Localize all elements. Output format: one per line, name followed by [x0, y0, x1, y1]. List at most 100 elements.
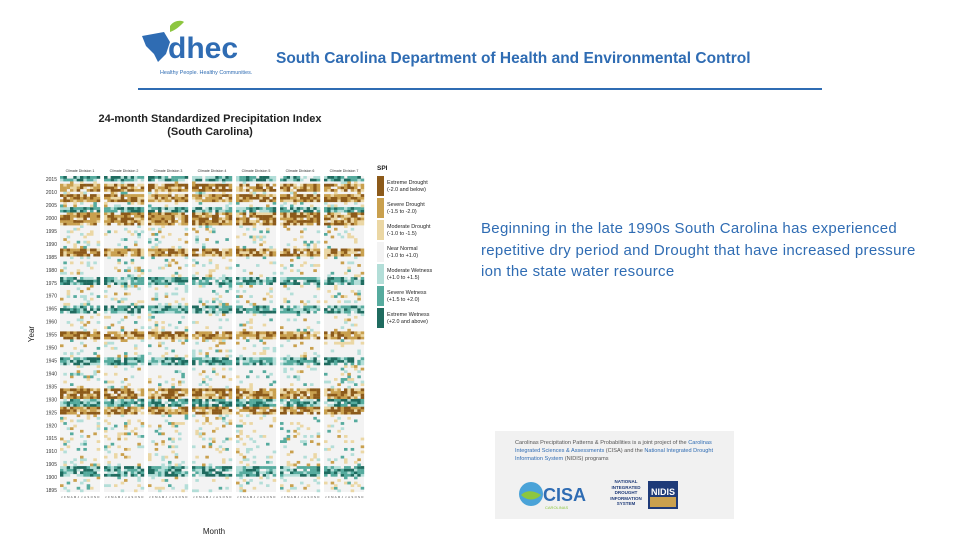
heatmap-cell [324, 401, 328, 405]
heatmap-cell [266, 310, 270, 314]
heatmap-cell [337, 411, 341, 415]
heatmap-cell [181, 471, 185, 475]
year-tick-label: 1910 [46, 449, 57, 455]
heatmap-cell [252, 396, 257, 399]
heatmap-cell [208, 442, 213, 446]
heatmap-cell [357, 297, 361, 301]
heatmap-cell [110, 251, 115, 254]
heatmap-cell [262, 411, 267, 415]
heatmap-cell [130, 468, 135, 472]
heatmap-cell [184, 414, 189, 418]
heatmap-cell [93, 406, 97, 410]
heatmap-cell [205, 388, 209, 392]
heatmap-cell [96, 212, 101, 216]
heatmap-cell [228, 178, 233, 182]
heatmap-cell [140, 230, 145, 234]
partner-link[interactable]: National Integrated Drought Information … [515, 448, 714, 462]
heatmap-cell [195, 334, 199, 337]
heatmap-cell [296, 406, 301, 410]
heatmap-cell [306, 310, 311, 314]
heatmap-cell [80, 261, 84, 265]
heatmap-cell [80, 245, 84, 249]
heatmap-cell [148, 331, 152, 335]
heatmap-cell [171, 292, 175, 296]
heatmap-cell [93, 222, 97, 226]
heatmap-cell [360, 253, 365, 257]
heatmap-cell [93, 357, 97, 361]
heatmap-cell [310, 279, 314, 283]
heatmap-cell [334, 178, 338, 182]
heatmap-cell [303, 302, 307, 306]
legend-label: Moderate Drought [387, 224, 431, 230]
heatmap-cell [310, 466, 314, 469]
heatmap-cell [269, 253, 273, 257]
heatmap-cell [239, 476, 243, 480]
heatmap-cell [293, 409, 297, 412]
heatmap-cell [178, 432, 182, 436]
heatmap-cell [316, 220, 321, 223]
heatmap-cell [310, 194, 314, 197]
heatmap-cell [306, 188, 311, 192]
heatmap-cell [242, 409, 247, 412]
heatmap-cell [73, 178, 77, 182]
heatmap-cell [337, 282, 341, 285]
heatmap-cell [354, 315, 358, 319]
heatmap-cell [195, 209, 199, 213]
heatmap-cell [63, 188, 67, 192]
heatmap-cell [296, 375, 301, 379]
heatmap-cell [215, 222, 219, 226]
heatmap-cell [86, 176, 91, 179]
heatmap-cell [184, 232, 189, 236]
heatmap-cell [350, 308, 355, 311]
heatmap-cell [310, 458, 314, 462]
heatmap-cell [60, 411, 64, 415]
heatmap-cell [83, 191, 87, 195]
partner-link[interactable]: Carolinas Integrated Sciences & Assessme… [515, 440, 712, 454]
heatmap-cell [252, 253, 257, 257]
heatmap-cell [337, 334, 341, 337]
heatmap-cell [181, 251, 185, 254]
heatmap-cell [228, 279, 233, 283]
heatmap-cell [303, 336, 307, 340]
heatmap-cell [293, 186, 297, 190]
heatmap-cell [178, 310, 182, 314]
heatmap-cell [266, 357, 270, 361]
heatmap-cell [316, 212, 321, 216]
heatmap-cell [252, 393, 257, 397]
heatmap-cell [83, 440, 87, 443]
heatmap-cell [63, 466, 67, 469]
heatmap-cell [239, 225, 243, 228]
heatmap-cell [93, 279, 97, 283]
heatmap-cell [334, 331, 338, 335]
heatmap-cell [327, 196, 331, 200]
heatmap-cell [137, 188, 141, 192]
heatmap-cell [140, 393, 145, 397]
heatmap-cell [283, 251, 287, 254]
heatmap-cell [242, 245, 247, 249]
heatmap-cell [86, 406, 91, 410]
heatmap-cell [215, 209, 219, 213]
heatmap-cell [127, 359, 131, 363]
heatmap-cell [63, 422, 67, 425]
heatmap-cell [293, 245, 297, 249]
heatmap-cell [83, 194, 87, 197]
heatmap-cell [158, 473, 162, 477]
heatmap-cell [246, 178, 250, 182]
heatmap-cell [158, 344, 162, 348]
heatmap-cell [300, 406, 304, 410]
heatmap-cell [354, 212, 358, 216]
heatmap-cell [360, 331, 365, 335]
heatmap-cell [70, 277, 74, 280]
heatmap-cell [110, 199, 115, 203]
heatmap-cell [195, 176, 199, 179]
heatmap-cell [286, 183, 291, 187]
heatmap-cell [73, 411, 77, 415]
heatmap-cell [300, 334, 304, 337]
heatmap-cell [215, 357, 219, 361]
legend-label: Extreme Wetness [387, 312, 430, 318]
heatmap-cell [181, 188, 185, 192]
heatmap-cell [184, 471, 189, 475]
heatmap-cell [327, 277, 331, 280]
heatmap-cell [80, 271, 84, 275]
heatmap-cell [205, 274, 209, 278]
